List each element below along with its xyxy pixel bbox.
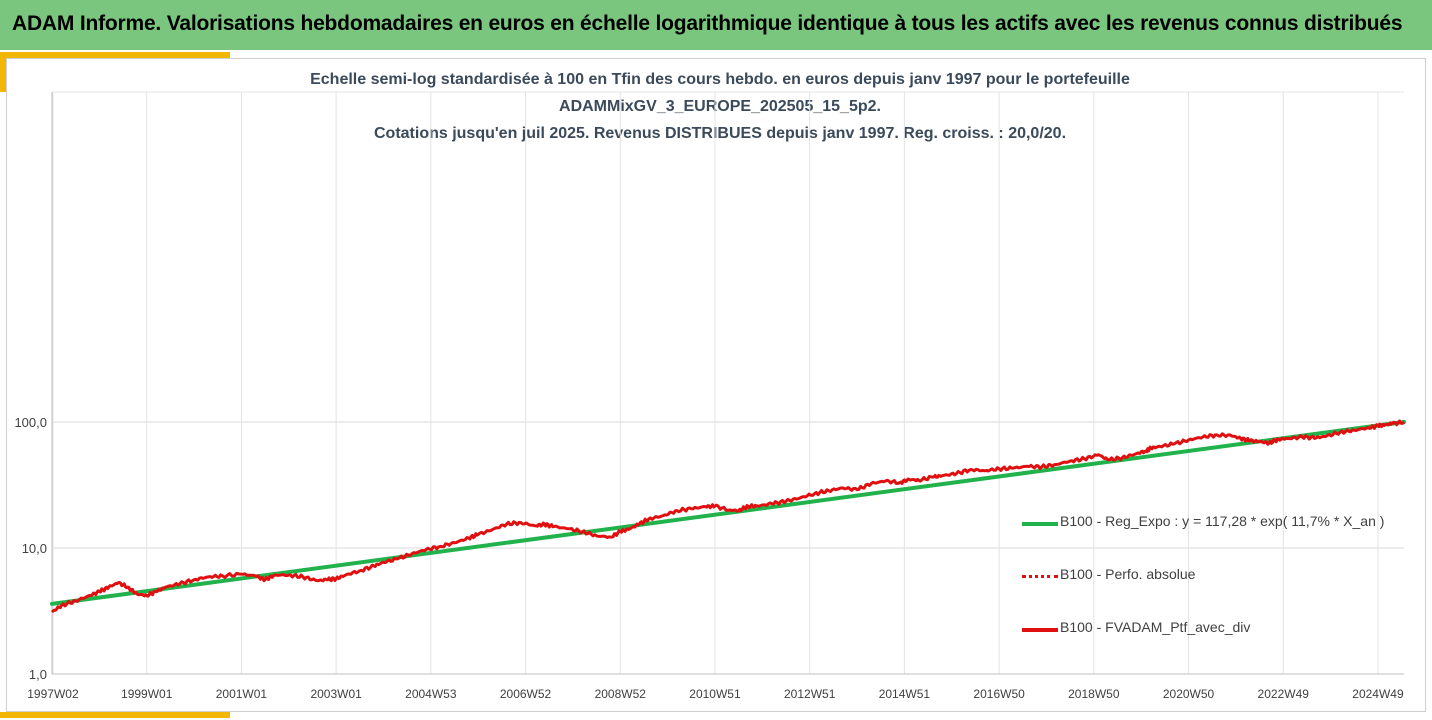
- chart-title-line-2: ADAMMixGV_3_EUROPE_202505_15_5p2.: [559, 98, 881, 115]
- legend-swatch-portfolio: [1022, 628, 1058, 632]
- x-tick-label: 1999W01: [121, 687, 173, 701]
- series-line-regression: [50, 420, 1406, 606]
- series-line-portfolio: [50, 419, 1406, 614]
- x-tick-label: 2024W49: [1352, 687, 1404, 701]
- x-tick-label: 2006W52: [500, 687, 552, 701]
- x-tick-label: 1997W02: [27, 687, 79, 701]
- x-tick-label: 2020W50: [1163, 687, 1215, 701]
- y-tick-label: 1,0: [29, 667, 47, 682]
- x-tick-label: 2003W01: [310, 687, 362, 701]
- x-tick-label: 2008W52: [595, 687, 647, 701]
- y-tick-label: 100,0: [14, 415, 47, 430]
- x-tick-label: 2001W01: [216, 687, 268, 701]
- x-tick-label: 2012W51: [784, 687, 836, 701]
- x-tick-label: 2014W51: [879, 687, 931, 701]
- chart-frame: [6, 58, 1426, 712]
- accent-bar-left: [0, 52, 6, 92]
- page-title: ADAM Informe. Valorisations hebdomadaire…: [12, 12, 1403, 35]
- legend-swatch-regression: [1022, 522, 1058, 526]
- x-tick-label: 2010W51: [689, 687, 741, 701]
- x-tick-label: 2016W50: [973, 687, 1025, 701]
- legend-label-perfo-absolue: B100 - Perfo. absolue: [1060, 566, 1196, 582]
- chart-title-line-1: Echelle semi-log standardisée à 100 en T…: [310, 71, 1130, 88]
- legend-label-regression: B100 - Reg_Expo : y = 117,28 * exp( 11,7…: [1060, 513, 1385, 529]
- header-banner: ADAM Informe. Valorisations hebdomadaire…: [0, 0, 1432, 52]
- accent-bar-top: [0, 52, 230, 58]
- legend-label-portfolio: B100 - FVADAM_Ptf_avec_div: [1060, 619, 1251, 635]
- accent-bar-bottom: [0, 712, 230, 718]
- legend-swatch-perfo-absolue: [1022, 575, 1058, 578]
- x-tick-label: 2004W53: [405, 687, 457, 701]
- chart-title-line-3: Cotations jusqu'en juil 2025. Revenus DI…: [373, 125, 1067, 142]
- x-tick-label: 2022W49: [1258, 687, 1310, 701]
- y-tick-label: 10,0: [22, 541, 47, 556]
- x-tick-label: 2018W50: [1068, 687, 1120, 701]
